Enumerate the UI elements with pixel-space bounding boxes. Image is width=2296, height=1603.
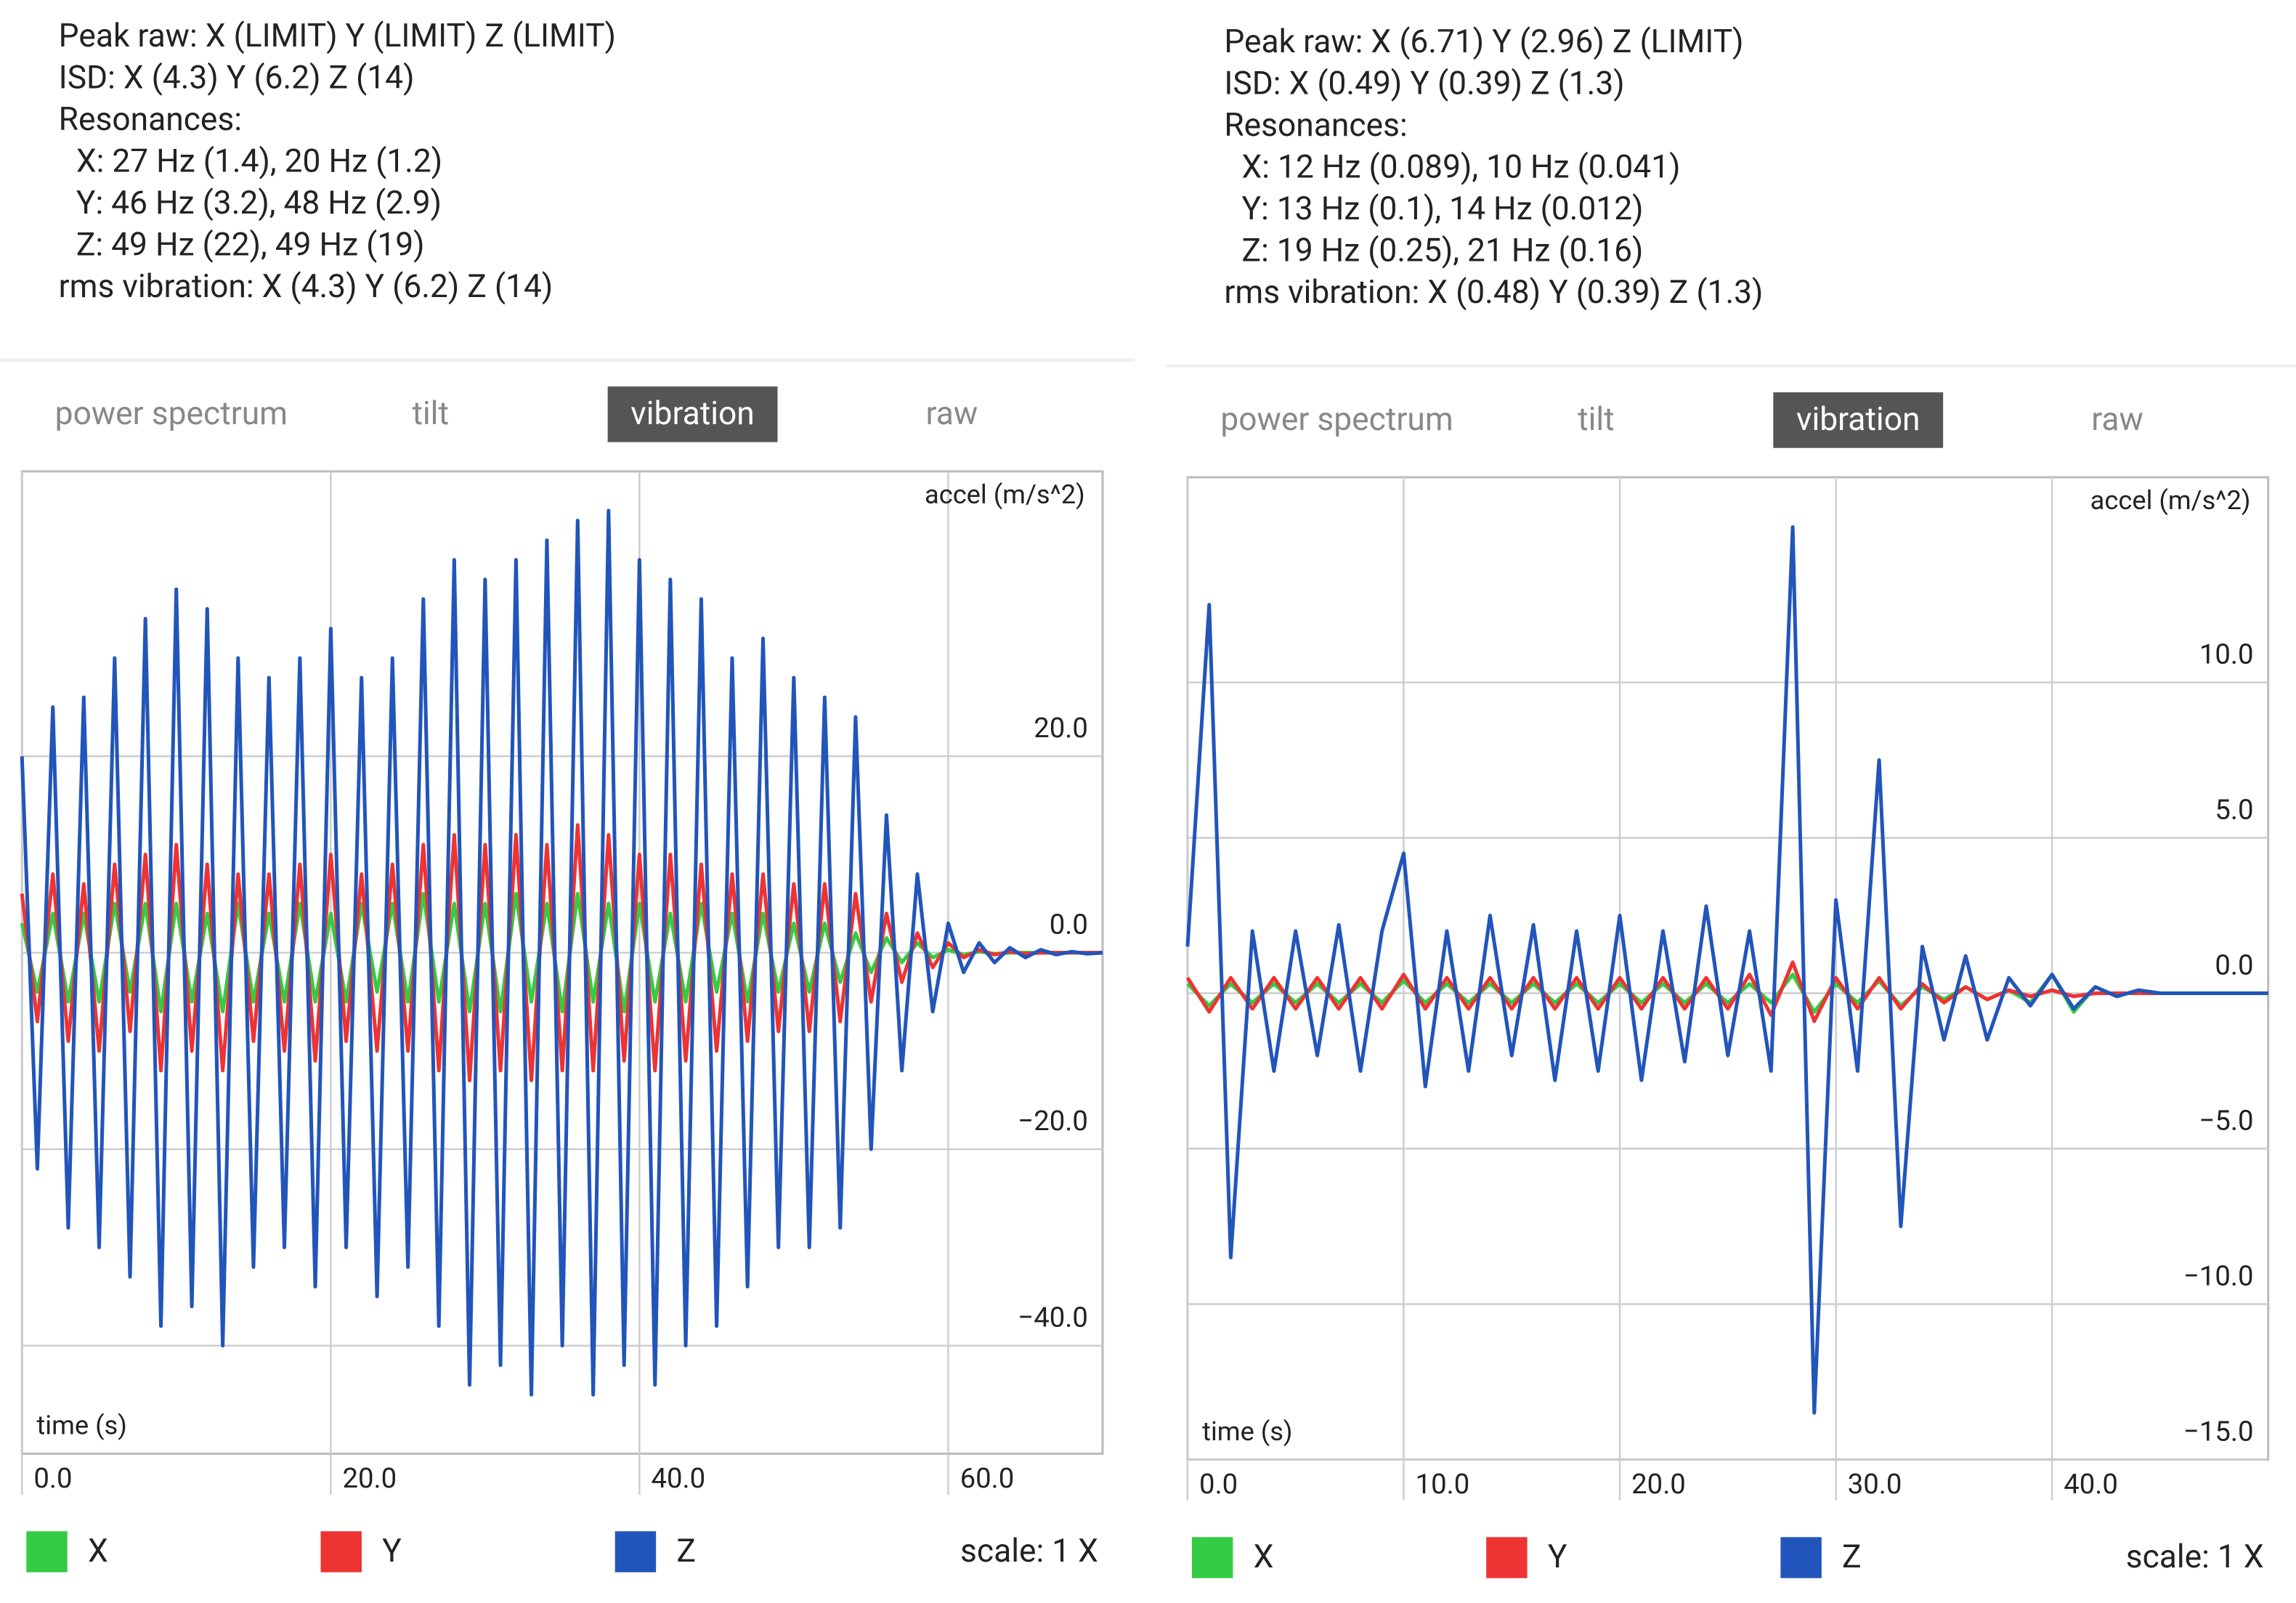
legend-swatch — [320, 1531, 362, 1572]
x-tick-label: 60.0 — [960, 1462, 1015, 1495]
plot-area — [1186, 476, 2270, 1461]
tab-selected-bg — [607, 386, 778, 442]
tab[interactable]: vibration — [1796, 400, 1920, 438]
stat-line: Peak raw: X (LIMIT) Y (LIMIT) Z (LIMIT) — [59, 17, 616, 54]
series-line — [20, 823, 1103, 1082]
legend-swatch — [26, 1531, 68, 1572]
x-tick-label: 40.0 — [652, 1462, 706, 1495]
x-tick-label: 0.0 — [33, 1462, 72, 1495]
tab[interactable]: power spectrum — [55, 394, 288, 432]
tab[interactable]: tilt — [1578, 400, 1615, 438]
legend-label: Y — [382, 1532, 402, 1570]
y-tick-label: 20.0 — [1034, 712, 1088, 744]
x-tick-label: 20.0 — [1631, 1468, 1686, 1501]
y-tick-label: −40.0 — [1018, 1301, 1088, 1334]
x-tick-label: 20.0 — [342, 1462, 397, 1495]
y-axis-label: accel (m/s^2) — [925, 479, 1085, 510]
x-tick-label: 10.0 — [1416, 1468, 1470, 1501]
stat-line: Y: 46 Hz (3.2), 48 Hz (2.9) — [76, 184, 442, 222]
tab[interactable]: vibration — [630, 394, 754, 432]
legend-label: X — [88, 1532, 108, 1570]
legend-label: Z — [676, 1532, 696, 1570]
legend-swatch — [1780, 1537, 1822, 1578]
stat-line: rms vibration: X (4.3) Y (6.2) Z (14) — [59, 267, 553, 305]
tab[interactable]: raw — [2091, 400, 2143, 438]
tab[interactable]: raw — [926, 394, 978, 432]
legend-label: X — [1254, 1538, 1274, 1575]
legend-label: Y — [1548, 1538, 1567, 1575]
legend-swatch — [1191, 1537, 1233, 1578]
stat-line: ISD: X (4.3) Y (6.2) Z (14) — [59, 59, 415, 97]
stat-line: X: 27 Hz (1.4), 20 Hz (1.2) — [76, 142, 442, 179]
x-tick-label: 0.0 — [1199, 1468, 1238, 1501]
tab[interactable]: power spectrum — [1220, 400, 1453, 438]
scale-label[interactable]: scale: 1 X — [2126, 1538, 2264, 1575]
tab-selected-bg — [1773, 392, 1944, 448]
x-axis-label: time (s) — [1202, 1416, 1292, 1447]
stat-line: Resonances: — [1224, 106, 1407, 144]
stat-line: X: 12 Hz (0.089), 10 Hz (0.041) — [1242, 148, 1681, 186]
y-tick-label: −15.0 — [2183, 1415, 2254, 1448]
stat-line: rms vibration: X (0.48) Y (0.39) Z (1.3) — [1224, 273, 1763, 311]
stat-line: Z: 19 Hz (0.25), 21 Hz (0.16) — [1242, 231, 1644, 269]
y-tick-label: −5.0 — [2199, 1104, 2254, 1137]
legend-swatch — [614, 1531, 657, 1572]
scale-label[interactable]: scale: 1 X — [960, 1532, 1098, 1570]
series-line — [1185, 525, 2268, 1415]
series-line — [20, 508, 1103, 1397]
x-tick-label: 30.0 — [1848, 1468, 1902, 1501]
stat-line: Peak raw: X (6.71) Y (2.96) Z (LIMIT) — [1224, 23, 1743, 60]
y-tick-label: 0.0 — [1050, 909, 1088, 941]
y-tick-label: −10.0 — [2183, 1259, 2254, 1292]
x-axis-label: time (s) — [36, 1410, 126, 1441]
stat-line: Y: 13 Hz (0.1), 14 Hz (0.012) — [1242, 190, 1644, 227]
y-tick-label: 0.0 — [2215, 949, 2253, 981]
y-tick-label: 5.0 — [2215, 793, 2253, 826]
stat-line: Z: 49 Hz (22), 49 Hz (19) — [76, 225, 425, 263]
stat-line: ISD: X (0.49) Y (0.39) Z (1.3) — [1224, 65, 1624, 102]
stat-line: Resonances: — [59, 100, 242, 138]
y-tick-label: −20.0 — [1018, 1105, 1088, 1137]
legend-label: Z — [1842, 1538, 1862, 1575]
y-tick-label: 10.0 — [2199, 638, 2254, 670]
legend-swatch — [1486, 1537, 1528, 1578]
x-tick-label: 40.0 — [2064, 1468, 2118, 1501]
tab[interactable]: tilt — [412, 394, 449, 432]
y-axis-label: accel (m/s^2) — [2090, 484, 2251, 516]
